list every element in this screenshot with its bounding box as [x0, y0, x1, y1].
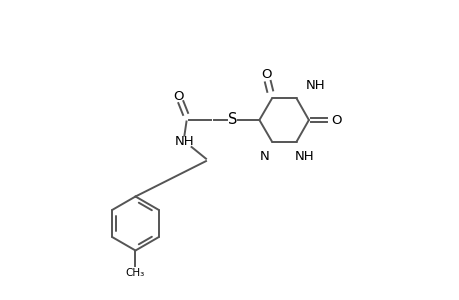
Text: S: S [227, 112, 236, 128]
Text: N: N [259, 149, 269, 163]
Text: NH: NH [295, 149, 314, 163]
Text: O: O [173, 89, 183, 103]
Text: NH: NH [306, 79, 325, 92]
Text: O: O [260, 68, 271, 81]
Text: NH: NH [175, 135, 195, 148]
Text: O: O [330, 113, 341, 127]
Text: CH₃: CH₃ [126, 268, 145, 278]
